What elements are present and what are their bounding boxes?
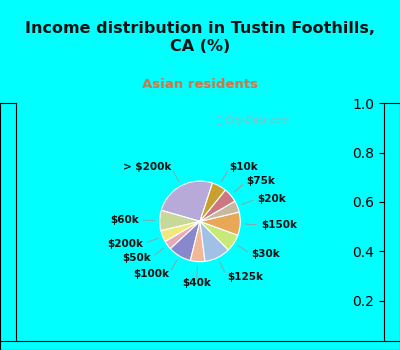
Text: Asian residents: Asian residents: [142, 78, 258, 91]
Wedge shape: [200, 201, 239, 222]
Text: $20k: $20k: [257, 194, 286, 204]
Text: $200k: $200k: [107, 239, 143, 249]
Text: $40k: $40k: [182, 278, 211, 288]
Wedge shape: [200, 190, 235, 222]
Wedge shape: [161, 222, 200, 242]
Text: > $200k: > $200k: [123, 162, 171, 172]
Text: $30k: $30k: [252, 250, 280, 259]
Text: ⓘ City-Data.com: ⓘ City-Data.com: [217, 116, 289, 125]
Text: Income distribution in Tustin Foothills,
CA (%): Income distribution in Tustin Foothills,…: [25, 21, 375, 54]
Wedge shape: [200, 222, 238, 250]
Wedge shape: [190, 222, 205, 262]
Wedge shape: [161, 181, 212, 222]
Text: $60k: $60k: [110, 215, 139, 225]
Wedge shape: [160, 210, 200, 231]
Text: $100k: $100k: [133, 269, 169, 279]
Text: $75k: $75k: [246, 176, 276, 187]
Text: $10k: $10k: [229, 162, 258, 173]
Wedge shape: [200, 212, 240, 235]
Text: $50k: $50k: [122, 253, 151, 263]
Wedge shape: [200, 183, 225, 222]
Text: $125k: $125k: [227, 272, 263, 281]
Text: $150k: $150k: [261, 220, 297, 230]
Wedge shape: [200, 222, 228, 261]
Wedge shape: [165, 222, 200, 249]
Wedge shape: [170, 222, 200, 260]
